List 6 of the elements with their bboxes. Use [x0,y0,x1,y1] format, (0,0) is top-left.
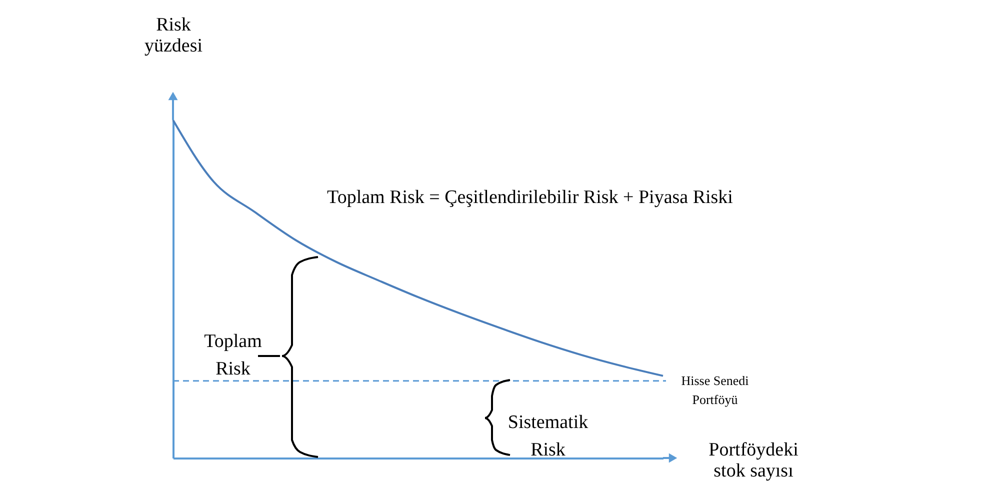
annotation: Toplam Risk [204,331,262,380]
text: Hisse Senedi Portföyü [681,373,750,407]
x-axis-title: Portföydeki stok sayısı [708,440,798,482]
y-axis-title: Risk yüzdesi [144,14,203,56]
annotation: Sistematik Risk [508,412,589,461]
annotation: Toplam Risk = Çeşitlendirilebilir Risk + Piyasa Riski [327,187,733,208]
